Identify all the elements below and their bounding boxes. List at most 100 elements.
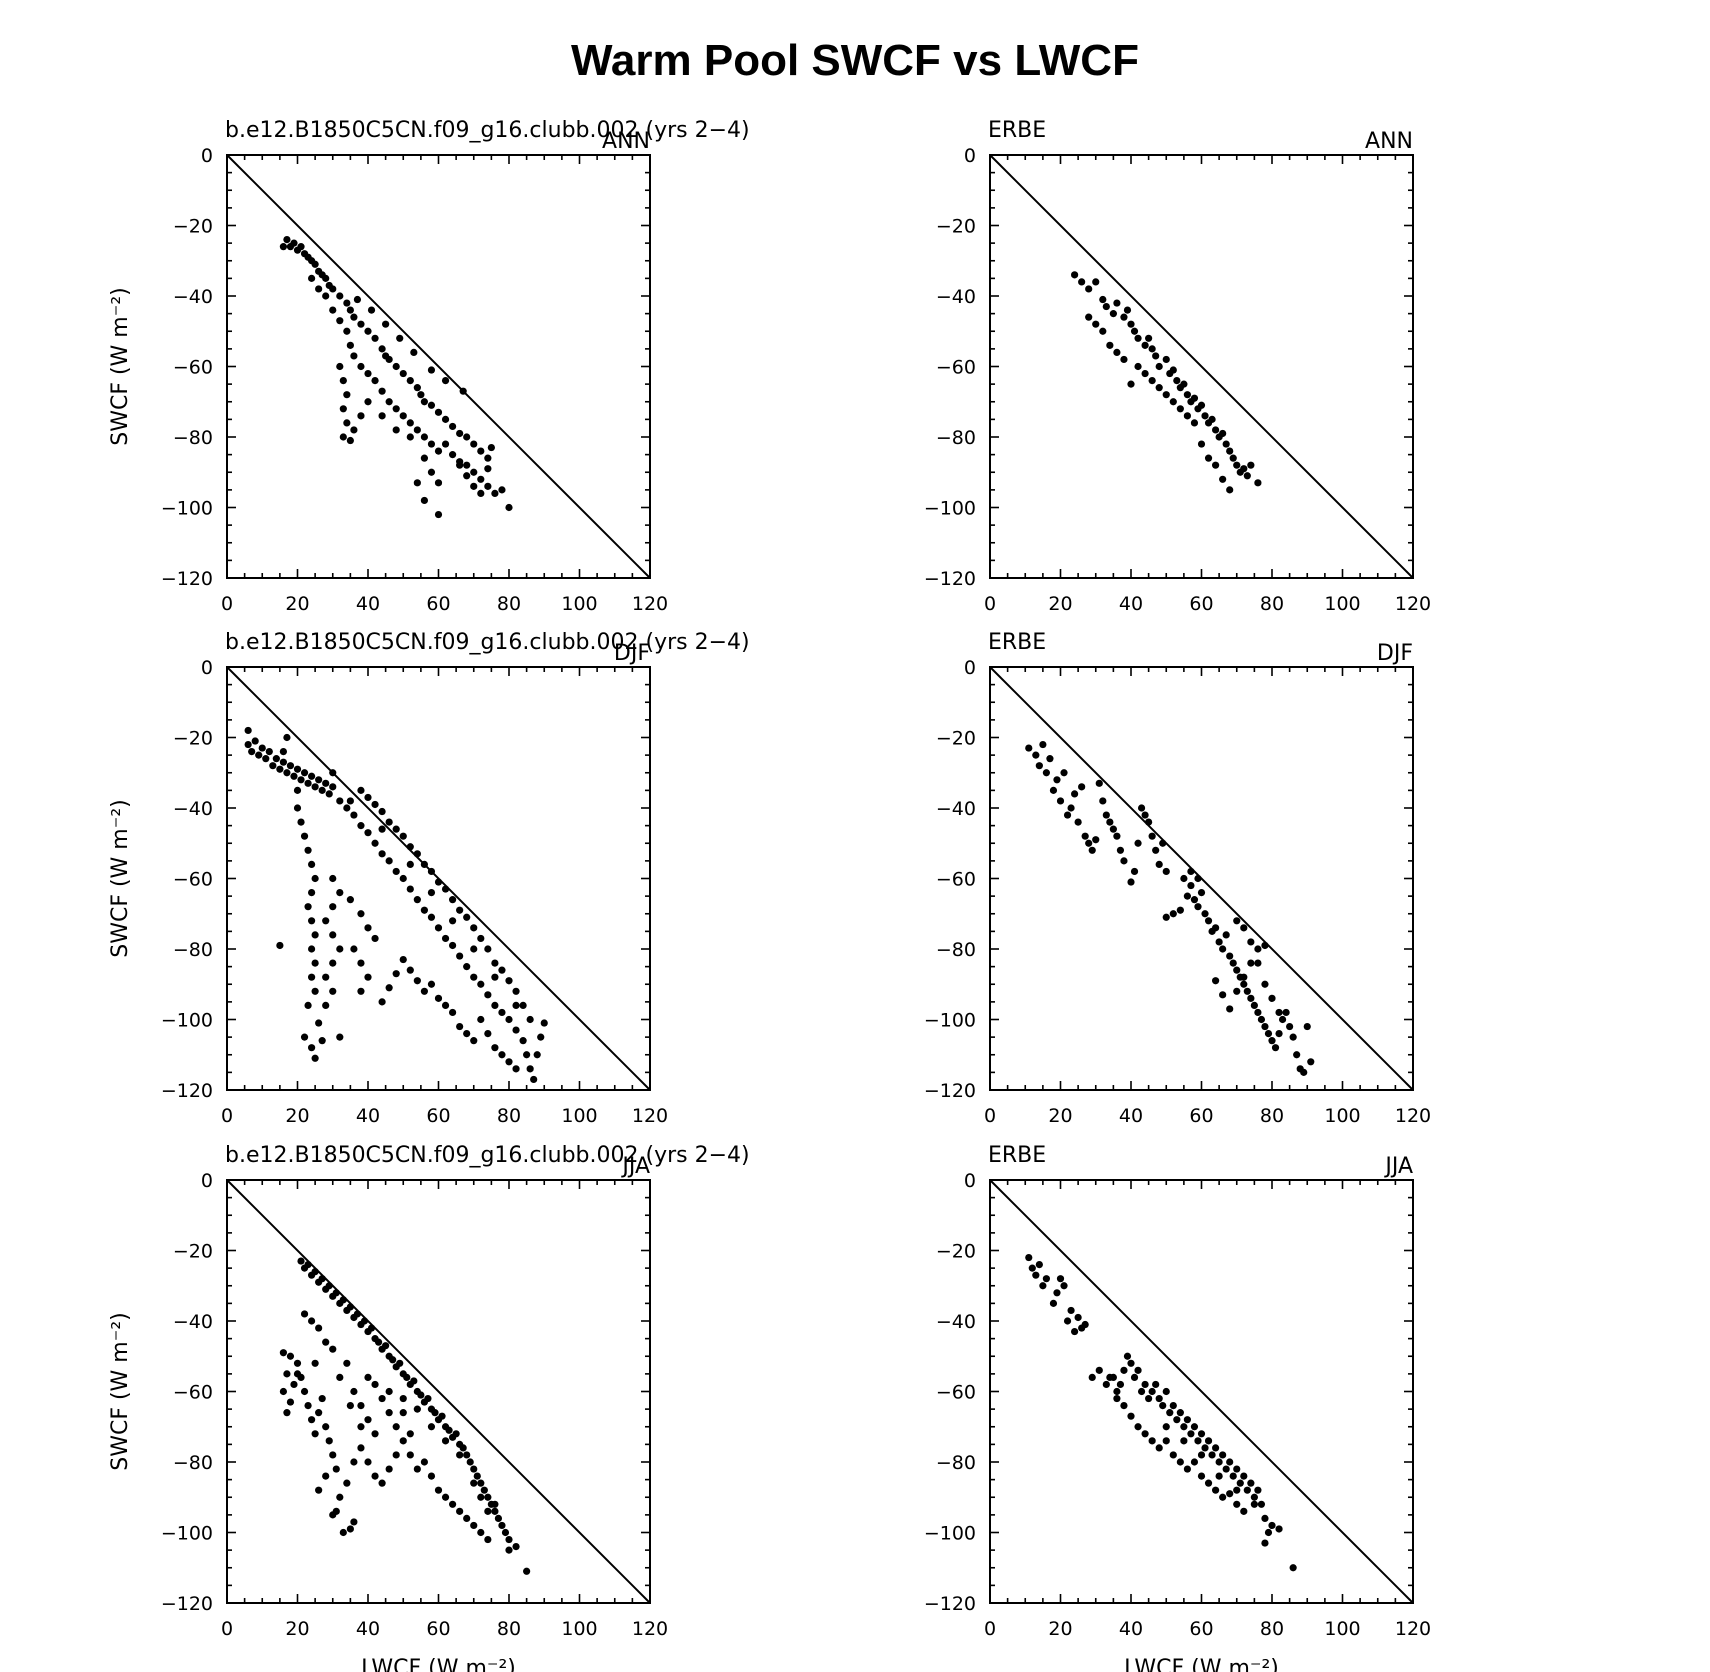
- data-point: [1032, 1271, 1040, 1279]
- data-point: [1240, 924, 1248, 932]
- data-point: [1102, 811, 1110, 819]
- data-point: [329, 783, 337, 791]
- data-point: [441, 1493, 450, 1501]
- data-point: [1282, 1008, 1290, 1017]
- data-point: [477, 1015, 485, 1024]
- data-point: [477, 1528, 485, 1537]
- data-point: [339, 1296, 347, 1304]
- data-point: [1268, 994, 1276, 1002]
- data-point: [276, 941, 284, 950]
- data-point: [487, 443, 495, 452]
- data-point: [463, 461, 471, 469]
- data-point: [512, 1543, 520, 1551]
- data-point: [311, 1268, 319, 1276]
- x-tick-label: 120: [632, 1105, 668, 1127]
- data-point: [1212, 1486, 1220, 1494]
- data-point: [431, 1409, 439, 1417]
- x-tick-label: 0: [984, 593, 996, 615]
- data-point: [1173, 1416, 1181, 1424]
- data-point: [484, 991, 492, 999]
- data-point: [420, 906, 428, 914]
- data-point: [477, 447, 485, 455]
- y-tick-label: −100: [924, 1523, 976, 1545]
- data-point: [1307, 1058, 1315, 1066]
- data-point: [304, 1402, 312, 1410]
- data-point: [1180, 874, 1188, 883]
- data-point: [463, 1451, 471, 1459]
- data-point: [308, 860, 316, 869]
- data-point: [378, 1479, 386, 1487]
- data-point: [350, 945, 358, 953]
- data-point: [427, 401, 436, 409]
- data-point: [1053, 1289, 1061, 1297]
- data-point: [1247, 994, 1255, 1002]
- data-point: [1162, 1437, 1170, 1445]
- data-point: [1099, 797, 1107, 805]
- data-point: [501, 1528, 510, 1537]
- data-point: [434, 479, 443, 487]
- data-point: [1187, 867, 1195, 876]
- data-point: [322, 1338, 330, 1346]
- data-point: [449, 451, 457, 459]
- data-point: [283, 1409, 291, 1417]
- data-point: [392, 1423, 400, 1431]
- data-point: [297, 243, 305, 251]
- data-point: [494, 1514, 503, 1522]
- data-point: [1042, 1275, 1050, 1283]
- data-point: [1169, 910, 1177, 918]
- data-point: [420, 1458, 428, 1466]
- data-point: [336, 945, 344, 953]
- data-point: [293, 804, 302, 812]
- data-point: [420, 987, 428, 995]
- data-point: [406, 966, 414, 974]
- data-point: [336, 362, 344, 371]
- data-point: [399, 874, 407, 883]
- data-point: [382, 1342, 390, 1350]
- data-point: [311, 987, 319, 995]
- data-point: [456, 1022, 464, 1031]
- data-point: [1162, 913, 1170, 921]
- data-point: [392, 867, 400, 876]
- data-point: [364, 398, 372, 406]
- reference-line: [226, 154, 651, 579]
- panel-left-label: b.e12.B1850C5CN.f09_g16.clubb.002 (yrs 2…: [225, 630, 750, 655]
- data-point: [322, 779, 330, 787]
- x-tick-label: 60: [426, 1105, 450, 1127]
- data-point: [434, 447, 443, 455]
- x-tick-label: 80: [1260, 1618, 1284, 1640]
- data-point: [357, 412, 365, 420]
- data-point: [1148, 1437, 1156, 1445]
- data-point: [484, 465, 492, 473]
- data-point: [1113, 348, 1121, 356]
- data-point: [346, 1402, 354, 1410]
- y-tick-label: −60: [936, 1382, 976, 1404]
- data-point: [1173, 377, 1181, 385]
- data-point: [470, 1465, 478, 1473]
- data-point: [1169, 366, 1177, 374]
- data-point: [1303, 1022, 1311, 1031]
- data-point: [1141, 811, 1149, 819]
- data-point: [456, 461, 464, 469]
- data-point: [1088, 846, 1096, 854]
- data-point: [343, 391, 351, 399]
- data-point: [293, 1370, 302, 1378]
- data-point: [1247, 938, 1255, 946]
- y-tick-label: −60: [936, 869, 976, 891]
- data-point: [1219, 475, 1227, 483]
- data-point: [1028, 1264, 1036, 1272]
- data-point: [385, 1387, 393, 1396]
- data-point: [1162, 391, 1170, 399]
- data-point: [378, 850, 386, 858]
- data-point: [1039, 1282, 1047, 1290]
- data-point: [1127, 320, 1135, 328]
- data-point: [293, 1359, 302, 1367]
- data-point: [297, 818, 305, 826]
- data-point: [318, 1037, 326, 1045]
- data-point: [371, 934, 379, 943]
- data-point: [399, 832, 407, 840]
- data-point: [336, 292, 344, 300]
- data-point: [1130, 327, 1139, 335]
- data-point: [427, 889, 436, 897]
- data-point: [311, 1054, 319, 1062]
- data-point: [1183, 1465, 1191, 1473]
